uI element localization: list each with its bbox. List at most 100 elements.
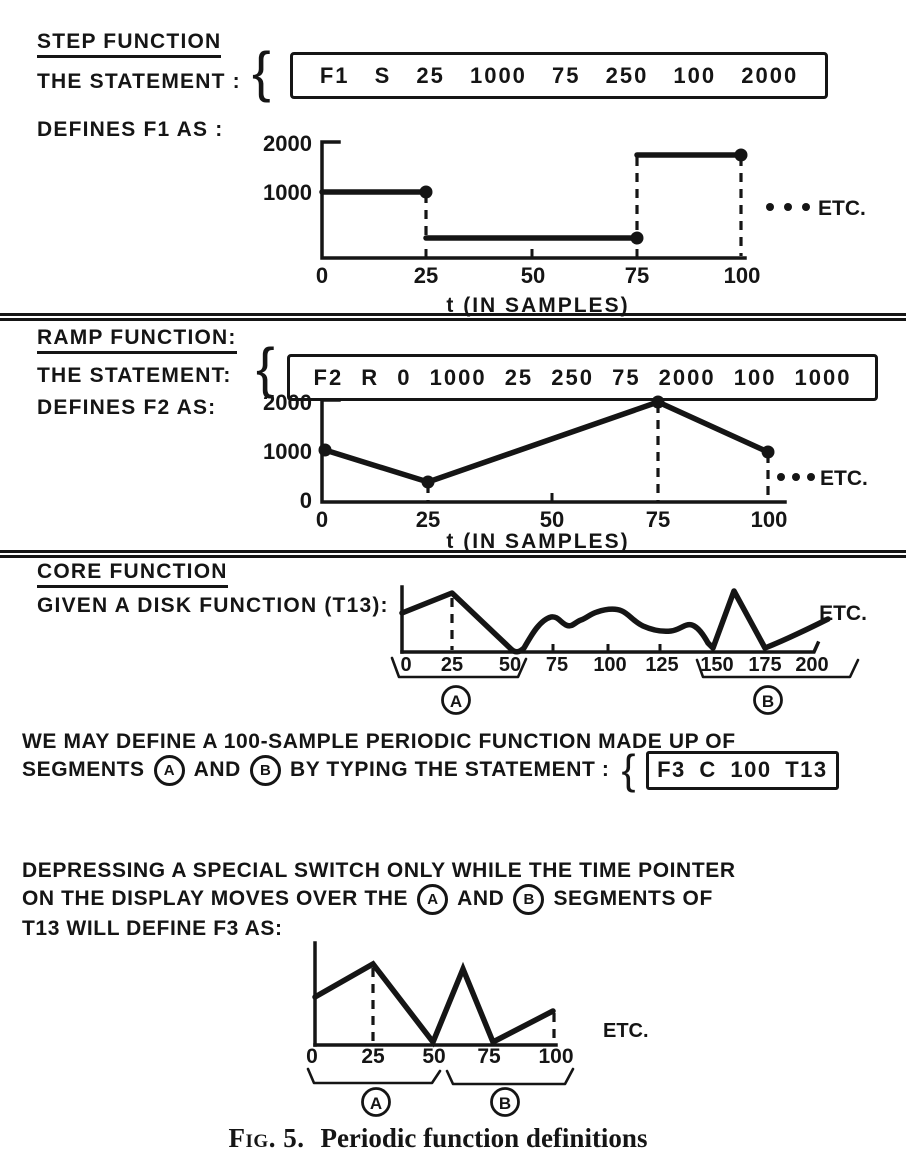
define-paragraph-line1: WE MAY DEFINE A 100-SAMPLE PERIODIC FUNC… xyxy=(22,730,736,753)
define-paragraph-line2: SEGMENTS A AND B BY TYPING THE STATEMENT… xyxy=(22,746,839,794)
ramp-ytick-0: 0 xyxy=(300,488,312,513)
segment-b-inline-circle-1: B xyxy=(249,754,281,786)
step-plot-axes xyxy=(320,140,747,260)
ramp-section-heading-text: RAMP FUNCTION: xyxy=(37,326,237,354)
ramp-xtick-25: 25 xyxy=(416,507,440,532)
switch-paragraph-line1: DEPRESSING A SPECIAL SWITCH ONLY WHILE T… xyxy=(22,859,736,882)
step-point-100 xyxy=(734,148,748,162)
step-statement-label: THE STATEMENT : xyxy=(37,70,241,93)
ramp-ellipsis-dot-2 xyxy=(792,473,800,481)
segment-a-inline-circle-1: A xyxy=(153,754,185,786)
ramp-etc-label: ETC. xyxy=(820,467,868,490)
step-function-plot: 2000 1000 0 25 50 75 100 ETC. t (IN SAMP… xyxy=(263,131,866,317)
core-plot-x-ticks xyxy=(551,644,662,652)
f3-statement-box: F3 C 100 T13 xyxy=(646,750,839,790)
core-etc-label: ETC. xyxy=(819,602,867,625)
segment-b-circle xyxy=(753,685,783,715)
segment-a-circle xyxy=(441,685,471,715)
f3-xtick-100: 100 xyxy=(538,1045,573,1068)
segment-b-inline-circle-2: B xyxy=(513,883,545,915)
f3-function-plot: 0 25 50 75 100 ETC. A B xyxy=(306,941,649,1117)
step-ellipsis-dot-2 xyxy=(784,203,792,211)
core-xtick-200: 200 xyxy=(795,654,828,676)
f3-etc-label: ETC. xyxy=(603,1020,649,1042)
core-given-label: GIVEN A DISK FUNCTION (T13): xyxy=(37,594,389,617)
f3-segment-a-brace xyxy=(306,1067,442,1085)
step-xtick-0: 0 xyxy=(316,263,328,288)
core-disk-function-curve xyxy=(399,588,831,655)
switch-line2-before: ON THE DISPLAY MOVES OVER THE xyxy=(22,887,409,910)
segment-a-inline-circle-2: A xyxy=(417,883,449,915)
segment-b-label: B xyxy=(762,692,774,711)
ramp-xtick-100: 100 xyxy=(751,507,788,532)
f3-xtick-50: 50 xyxy=(422,1045,445,1068)
switch-paragraph-line3: T13 WILL DEFINE F3 AS: xyxy=(22,917,283,940)
core-xtick-25: 25 xyxy=(441,654,463,676)
core-plot-x-axis xyxy=(400,640,821,654)
f3-curve xyxy=(312,960,556,1048)
switch-line2-after: SEGMENTS OF xyxy=(553,887,713,910)
ramp-statement-brace: { xyxy=(256,336,275,399)
f3-segment-a-circle xyxy=(361,1087,391,1117)
ramp-ytick-1000: 1000 xyxy=(263,439,312,464)
f3-statement-brace: { xyxy=(621,746,637,794)
ramp-point-75 xyxy=(651,395,665,409)
core-xtick-75: 75 xyxy=(546,654,568,676)
step-xtick-100: 100 xyxy=(724,263,761,288)
ramp-line xyxy=(322,399,771,485)
core-xtick-100: 100 xyxy=(593,654,626,676)
step-defines-label: DEFINES F1 AS : xyxy=(37,118,224,141)
ramp-xtick-75: 75 xyxy=(646,507,670,532)
step-ellipsis-dot-1 xyxy=(766,203,774,211)
core-xtick-175: 175 xyxy=(748,654,781,676)
f3-xtick-75: 75 xyxy=(477,1045,501,1068)
switch-line2-and: AND xyxy=(457,887,505,910)
figure-caption-title: Periodic function definitions xyxy=(320,1123,648,1153)
section-separator-2 xyxy=(0,550,906,558)
core-section-heading: CORE FUNCTION xyxy=(37,560,228,588)
ramp-xtick-50: 50 xyxy=(540,507,564,532)
step-ytick-2000: 2000 xyxy=(263,131,312,156)
figure-caption: Fig. 5. Periodic function definitions xyxy=(0,1123,876,1154)
ramp-statement-box: F2 R 0 1000 25 250 75 2000 100 1000 xyxy=(287,354,878,401)
segment-a-brace xyxy=(390,656,528,679)
step-statement-box: F1 S 25 1000 75 250 100 2000 xyxy=(290,52,828,99)
ramp-ytick-2000: 2000 xyxy=(263,390,312,415)
ramp-xtick-0: 0 xyxy=(316,507,328,532)
step-xtick-25: 25 xyxy=(414,263,438,288)
step-etc-label: ETC. xyxy=(818,197,866,220)
ramp-point-25 xyxy=(421,475,435,489)
core-xtick-50: 50 xyxy=(499,654,521,676)
ramp-point-0 xyxy=(318,443,332,457)
ramp-xaxis-label: t (IN SAMPLES) xyxy=(446,530,629,553)
ramp-ellipsis-dot-3 xyxy=(807,473,815,481)
step-plot-x-ticks xyxy=(424,249,639,258)
define-line2-and: AND xyxy=(193,758,241,781)
ramp-point-100 xyxy=(761,445,775,459)
f3-xtick-0: 0 xyxy=(306,1045,318,1068)
core-function-plot: 0 25 50 75 100 125 150 175 200 ETC. A B xyxy=(390,585,867,715)
core-xtick-125: 125 xyxy=(645,654,678,676)
step-xtick-75: 75 xyxy=(625,263,649,288)
switch-paragraph-line2: ON THE DISPLAY MOVES OVER THE A AND B SE… xyxy=(22,883,713,915)
core-section-heading-text: CORE FUNCTION xyxy=(37,560,228,588)
define-line2-rest: BY TYPING THE STATEMENT : xyxy=(289,758,610,781)
ramp-function-plot: 2000 1000 0 0 25 50 75 100 ETC. t (IN SA… xyxy=(263,390,868,553)
ramp-plot-axes xyxy=(320,398,787,504)
f3-segment-a-label: A xyxy=(370,1094,382,1113)
ramp-defines-label: DEFINES F2 AS: xyxy=(37,396,217,419)
core-xtick-150: 150 xyxy=(700,654,733,676)
f3-segment-b-label: B xyxy=(499,1094,511,1113)
ramp-ellipsis-dot-1 xyxy=(777,473,785,481)
figure-caption-number: Fig. 5. xyxy=(228,1123,305,1153)
ramp-section-heading: RAMP FUNCTION: xyxy=(37,326,237,354)
step-section-heading: STEP FUNCTION xyxy=(37,30,222,58)
step-ellipsis-dot-3 xyxy=(802,203,810,211)
core-xtick-0: 0 xyxy=(400,654,411,676)
step-point-75 xyxy=(630,231,644,245)
step-xaxis-label: t (IN SAMPLES) xyxy=(446,294,629,317)
f3-xtick-25: 25 xyxy=(361,1045,385,1068)
segment-a-label: A xyxy=(450,692,462,711)
define-line2-segments: SEGMENTS xyxy=(22,758,145,781)
